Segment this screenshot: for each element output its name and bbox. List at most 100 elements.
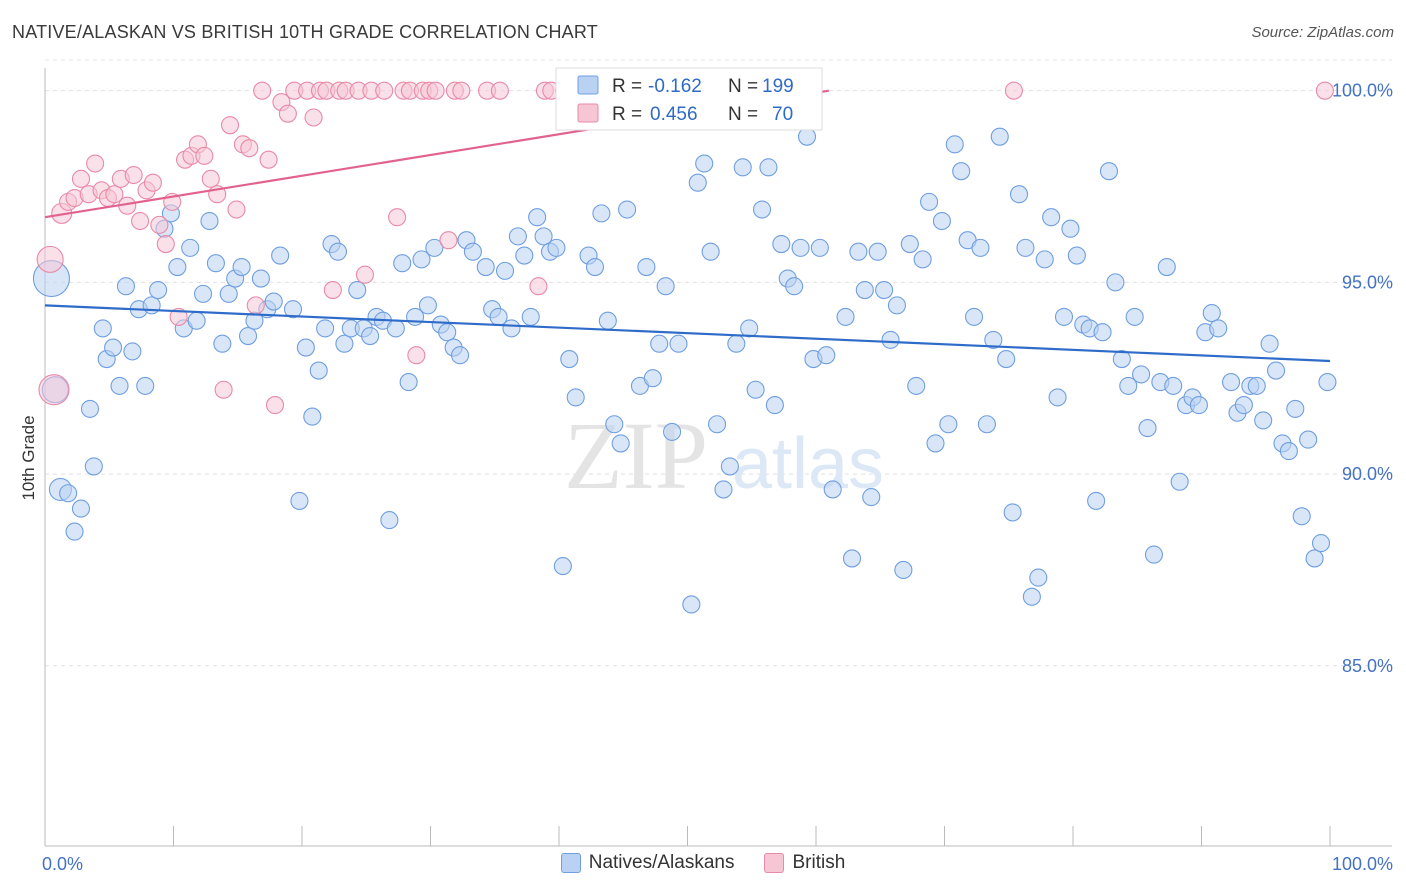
native-point [849, 242, 868, 261]
native-point [791, 238, 810, 257]
native-point [393, 254, 412, 273]
native-point [1299, 430, 1318, 449]
native-point [907, 376, 926, 395]
native-point [727, 334, 746, 353]
native-point [309, 361, 328, 380]
native-point [688, 173, 707, 192]
native-point [913, 250, 932, 269]
native-point [939, 415, 958, 434]
native-point [1106, 273, 1125, 292]
british-point [1004, 81, 1023, 100]
native-point [842, 549, 862, 568]
native-point [1009, 185, 1029, 204]
british-point [227, 200, 246, 219]
british-point [71, 169, 91, 188]
native-point [508, 227, 527, 246]
y-tick-label: 85.0% [1342, 656, 1393, 676]
native-point [296, 338, 315, 357]
zipatlas-watermark: ZIP atlas [564, 402, 884, 509]
british-point [1315, 81, 1334, 100]
trend-line-natives [44, 304, 1331, 363]
svg-text:ZIP: ZIP [564, 402, 708, 509]
native-point [547, 238, 566, 257]
native-point [348, 280, 367, 300]
british-point [131, 211, 150, 231]
native-point [264, 292, 283, 311]
british-point [439, 231, 458, 250]
native-point [1029, 568, 1048, 587]
native-point [611, 434, 630, 453]
native-point [335, 334, 354, 353]
native-point [1119, 376, 1138, 395]
native-point [328, 242, 348, 261]
british-point [143, 173, 162, 192]
native-point [290, 491, 309, 510]
native-point [669, 334, 688, 353]
native-point [733, 158, 752, 177]
legend-r-natives: -0.162 [648, 76, 702, 97]
native-point [438, 323, 457, 342]
native-point [752, 200, 772, 219]
native-point [283, 300, 303, 319]
native-point [168, 257, 187, 277]
native-point [1254, 411, 1273, 430]
native-point [1234, 396, 1253, 415]
native-point [1279, 442, 1298, 461]
native-point [412, 250, 431, 269]
native-point [206, 254, 225, 273]
native-point [945, 135, 964, 154]
native-point [823, 480, 842, 499]
native-point [875, 280, 894, 300]
native-point [116, 277, 136, 296]
native-point [984, 330, 1003, 349]
native-point [194, 284, 213, 303]
native-point [528, 208, 547, 227]
native-point [932, 211, 951, 231]
native-point [663, 422, 682, 441]
series-natives-points [32, 127, 1337, 614]
native-point [238, 327, 258, 346]
native-point [1189, 396, 1208, 415]
native-point [1170, 472, 1189, 491]
native-point [785, 277, 804, 296]
native-point [1061, 219, 1080, 238]
native-point [219, 284, 238, 303]
native-point [149, 280, 168, 300]
native-point [1138, 419, 1157, 438]
native-point [695, 154, 714, 173]
native-point [553, 557, 572, 576]
british-point [156, 234, 175, 254]
british-point [201, 169, 220, 188]
native-point [894, 560, 913, 579]
native-point [971, 238, 990, 257]
native-point [855, 280, 874, 300]
native-point [977, 415, 996, 434]
british-point [253, 81, 272, 100]
legend-item-natives[interactable]: Natives/Alaskans [560, 852, 734, 874]
native-point [708, 415, 727, 434]
legend-n-natives: 199 [762, 76, 794, 97]
native-point [720, 457, 739, 476]
native-point [920, 192, 939, 211]
native-point [1292, 507, 1311, 526]
native-point [618, 200, 637, 219]
british-point [529, 277, 548, 296]
native-point [1099, 162, 1119, 181]
legend-item-british[interactable]: British [764, 852, 845, 874]
axes [44, 68, 1392, 847]
native-point [93, 319, 112, 338]
british-point [240, 139, 259, 158]
british-point [246, 296, 265, 315]
x-tick-label: 0.0% [42, 854, 83, 874]
native-point [1266, 361, 1286, 380]
svg-text:atlas: atlas [732, 424, 884, 504]
native-point [232, 257, 251, 277]
british-point [426, 81, 445, 100]
british-point [220, 116, 240, 135]
legend-r-british: 0.456 [650, 104, 698, 125]
british-point [278, 104, 297, 123]
british-point [195, 146, 214, 165]
legend-n-british: 70 [772, 104, 793, 125]
native-point [772, 234, 791, 254]
native-point [637, 257, 656, 277]
